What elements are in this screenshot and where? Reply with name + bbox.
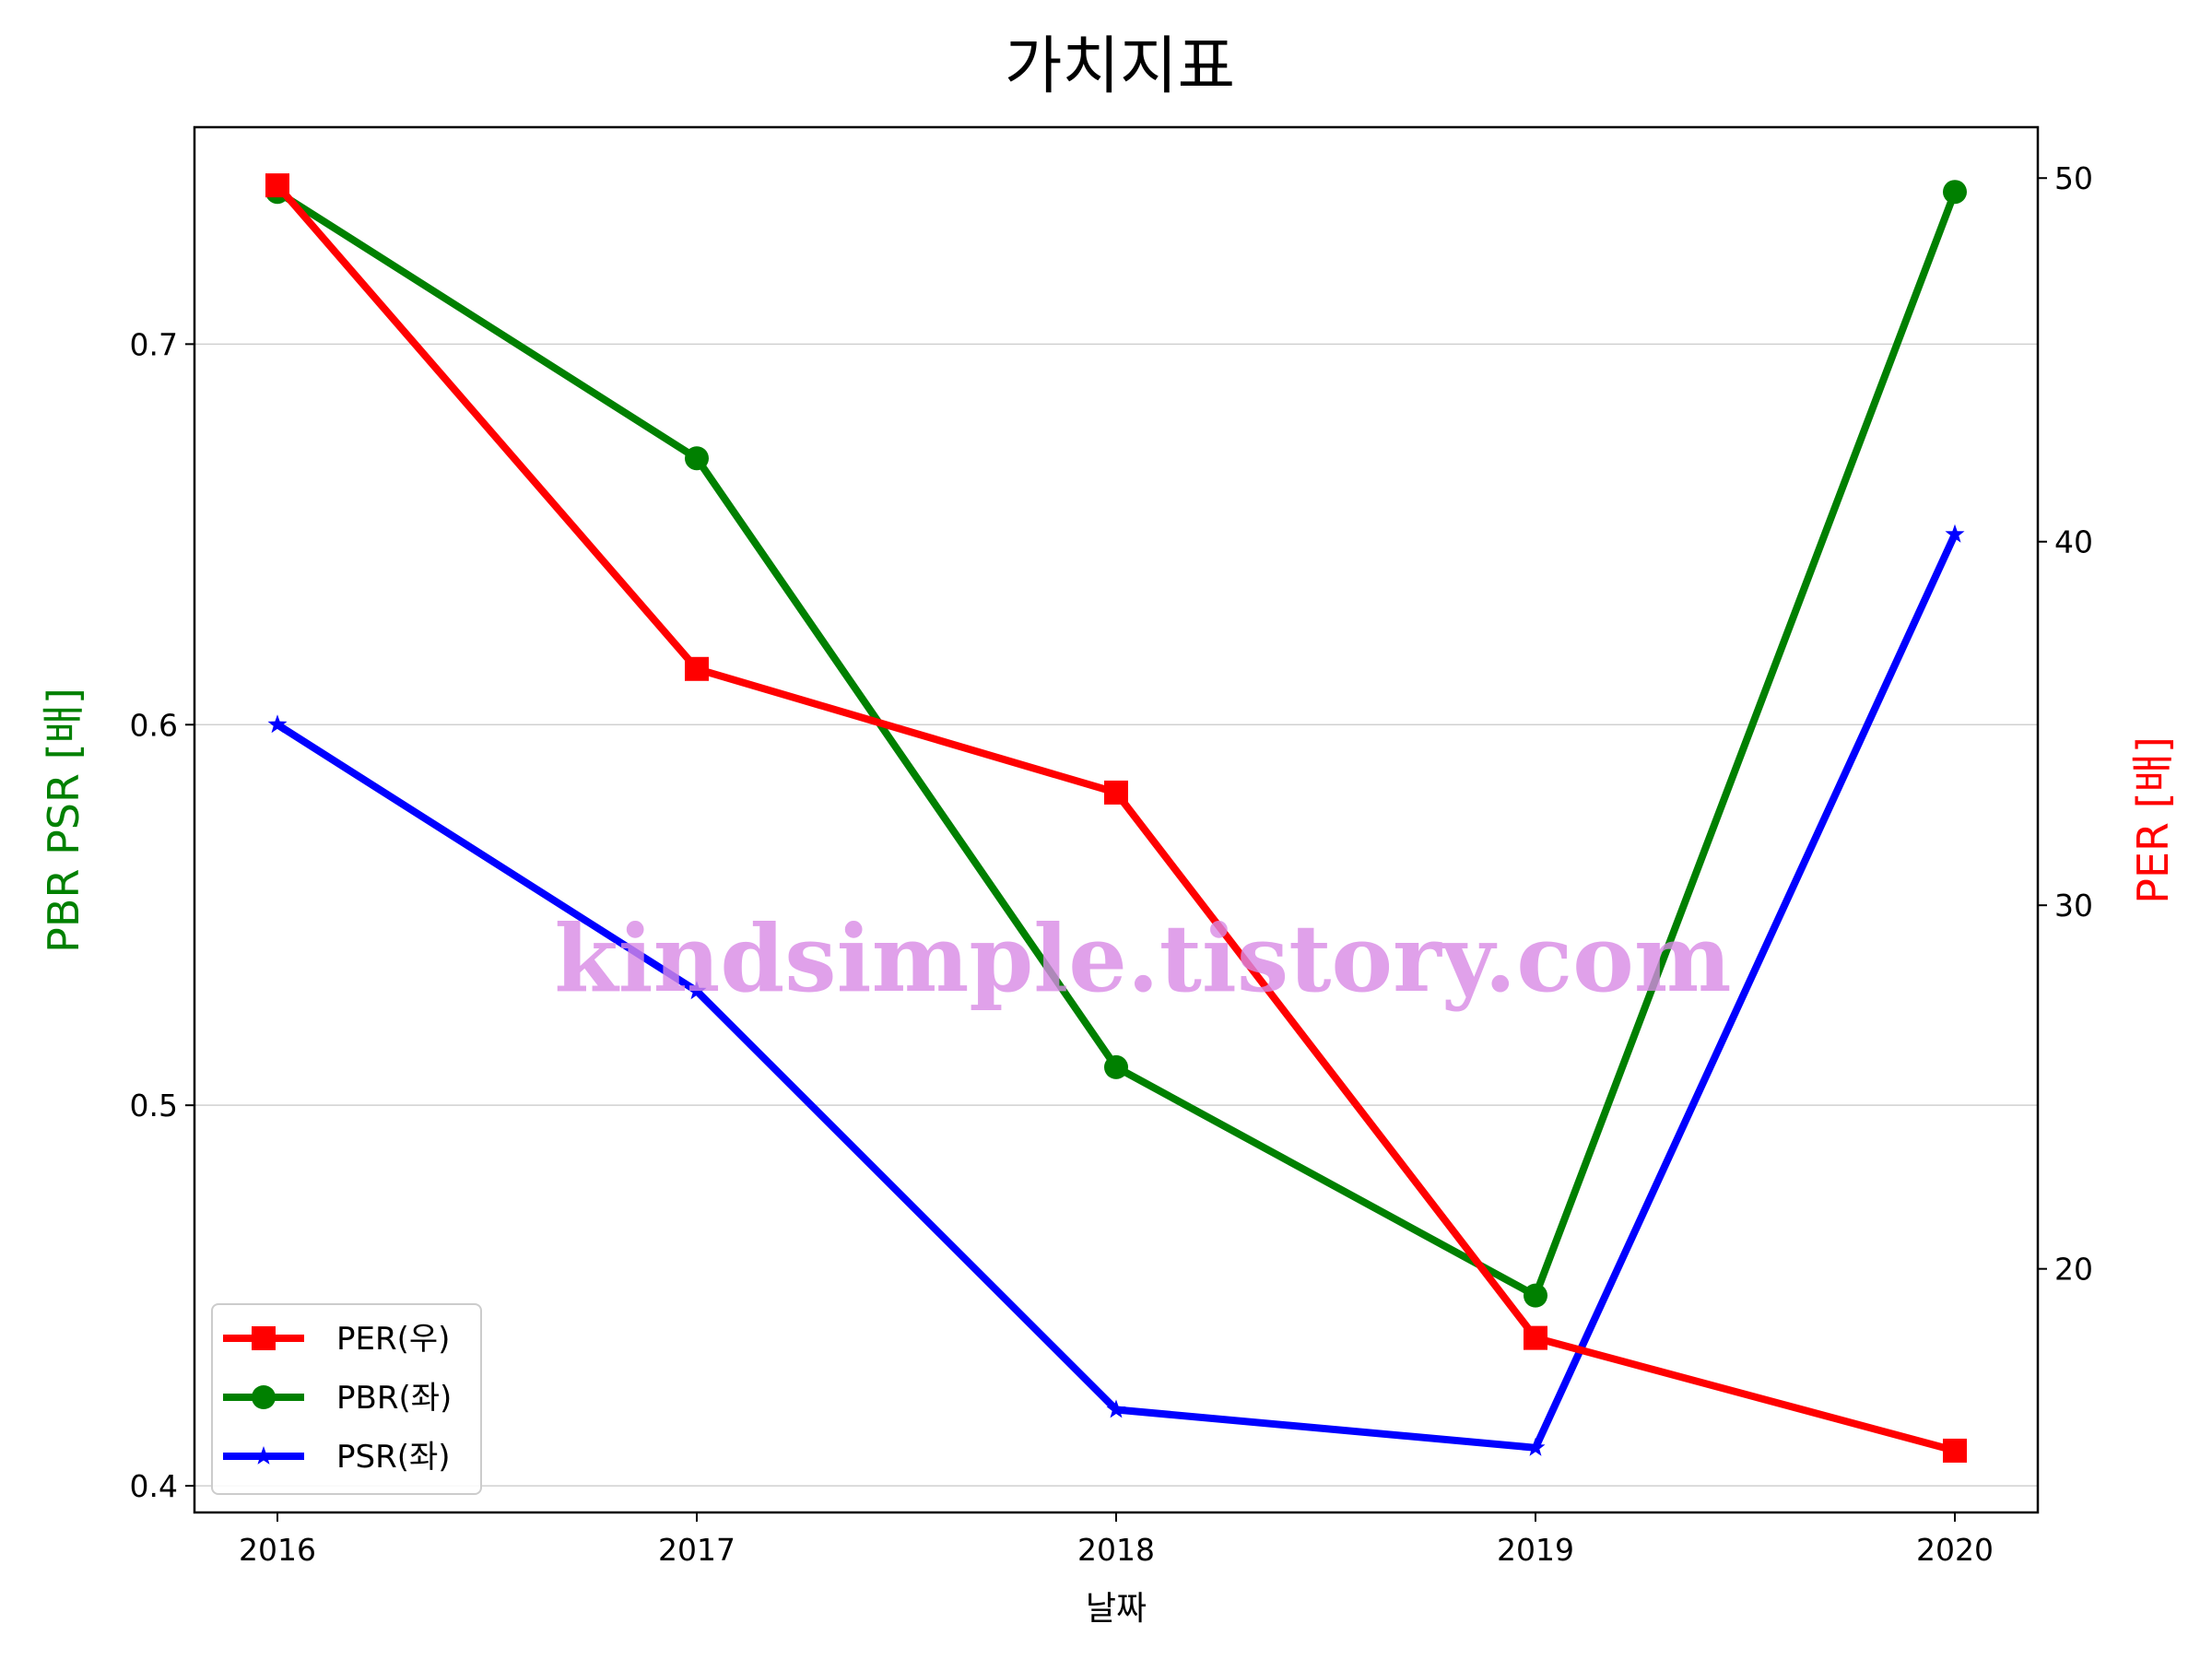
series-line-pbr (275, 188, 1959, 1301)
y-axis-right-title: PER [배] (2128, 736, 2178, 904)
chart-title: 가치지표 (1005, 30, 1235, 103)
y-axis-left-title: PBR PSR [배] (39, 688, 88, 953)
x-tick-label: 2016 (239, 1532, 316, 1568)
y-axis-right: 20 30 40 50 (2038, 160, 2093, 1288)
legend-marker-psr (253, 1446, 274, 1465)
data-point-per (1104, 780, 1128, 805)
y-left-tick-label: 0.7 (130, 326, 178, 362)
data-point-per (1524, 1325, 1547, 1350)
x-tick-label: 2018 (1077, 1532, 1155, 1568)
legend-label-psr: PSR(좌) (336, 1439, 451, 1476)
legend-items: PER(우) PBR(좌) PSR(좌) (223, 1321, 452, 1476)
y-left-tick-label: 0.6 (130, 707, 178, 743)
data-point-psr (1106, 1399, 1126, 1418)
legend-label-per: PER(우) (336, 1321, 450, 1358)
data-point-psr (1525, 1437, 1546, 1456)
data-point-per (265, 173, 289, 198)
y-right-tick-label: 20 (2054, 1252, 2093, 1288)
x-axis-title: 날짜 (1086, 1590, 1147, 1628)
data-point-per (1943, 1438, 1967, 1463)
watermark: kindsimple.tistory.com (554, 904, 1731, 1013)
x-tick-label: 2020 (1916, 1532, 1994, 1568)
x-tick-label: 2017 (658, 1532, 735, 1568)
x-axis: 2016 2017 2018 2019 2020 (239, 1512, 1994, 1568)
legend-box (211, 1303, 482, 1495)
legend-marker-per (252, 1326, 276, 1350)
data-point-per (685, 656, 709, 681)
y-right-tick-label: 30 (2054, 888, 2093, 924)
y-right-tick-label: 40 (2054, 524, 2093, 560)
data-point-pbr (685, 446, 709, 471)
series-layer (265, 173, 1967, 1463)
y-axis-left: 0.4 0.5 0.6 0.7 (130, 326, 194, 1504)
series-line-per (274, 182, 1957, 1454)
y-left-tick-label: 0.5 (130, 1088, 178, 1124)
legend-marker-pbr (252, 1385, 276, 1409)
legend: PER(우) PBR(좌) PSR(좌) (211, 1303, 482, 1495)
y-left-tick-label: 0.4 (130, 1468, 178, 1504)
data-point-psr (1945, 524, 1965, 543)
x-tick-label: 2019 (1497, 1532, 1574, 1568)
data-point-pbr (1943, 180, 1967, 205)
y-right-tick-label: 50 (2054, 160, 2093, 196)
grid-lines (194, 343, 2038, 1487)
data-point-pbr (1524, 1283, 1547, 1308)
data-point-psr (687, 981, 707, 1000)
legend-label-pbr: PBR(좌) (336, 1380, 452, 1417)
data-point-psr (267, 714, 288, 734)
data-point-pbr (1104, 1054, 1128, 1079)
